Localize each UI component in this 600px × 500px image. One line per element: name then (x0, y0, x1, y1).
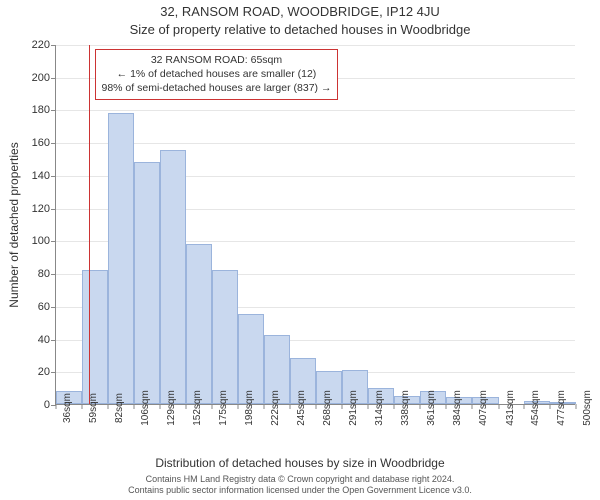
annotation-line-1: 32 RANSOM ROAD: 65sqm (102, 53, 332, 67)
y-tick-mark (51, 241, 56, 242)
x-tick-label: 407sqm (472, 390, 489, 426)
histogram-bar (160, 150, 186, 404)
y-tick-label: 120 (32, 203, 50, 215)
y-tick-mark (51, 143, 56, 144)
x-axis-label: Distribution of detached houses by size … (0, 456, 600, 470)
y-tick-label: 0 (44, 399, 50, 411)
y-tick-mark (51, 307, 56, 308)
copyright-line-1: Contains HM Land Registry data © Crown c… (0, 474, 600, 485)
x-tick-label: 222sqm (264, 390, 281, 426)
y-tick-label: 200 (32, 72, 50, 84)
copyright-line-2: Contains public sector information licen… (0, 485, 600, 496)
x-tick-label: 82sqm (108, 393, 125, 423)
y-tick-mark (51, 176, 56, 177)
y-tick-label: 40 (38, 334, 50, 346)
figure-container: 32, RANSOM ROAD, WOODBRIDGE, IP12 4JU Si… (0, 0, 600, 500)
x-tick-label: 59sqm (82, 393, 99, 423)
gridline (56, 45, 575, 46)
plot-area: 02040608010012014016018020022036sqm59sqm… (55, 45, 575, 405)
x-tick-label: 129sqm (160, 390, 177, 426)
copyright-footer: Contains HM Land Registry data © Crown c… (0, 474, 600, 496)
histogram-bar (108, 113, 135, 404)
property-marker-line (89, 45, 90, 404)
x-tick-label: 338sqm (394, 390, 411, 426)
histogram-bar (212, 270, 238, 404)
x-tick-label: 291sqm (342, 390, 359, 426)
x-tick-label: 268sqm (316, 390, 333, 426)
x-tick-label: 106sqm (134, 390, 151, 426)
x-tick-label: 384sqm (446, 390, 463, 426)
x-tick-label: 152sqm (186, 390, 203, 426)
y-tick-mark (51, 372, 56, 373)
x-tick-label: 361sqm (420, 390, 437, 426)
y-axis-label: Number of detached properties (7, 142, 21, 307)
x-tick-label: 198sqm (238, 390, 255, 426)
y-tick-mark (51, 78, 56, 79)
annotation-line-3: 98% of semi-detached houses are larger (… (102, 81, 332, 95)
y-tick-mark (51, 110, 56, 111)
annotation-box: 32 RANSOM ROAD: 65sqm ← 1% of detached h… (95, 49, 339, 100)
y-tick-mark (51, 45, 56, 46)
x-tick-label: 431sqm (499, 390, 516, 426)
x-tick-label: 500sqm (576, 390, 593, 426)
y-tick-label: 80 (38, 268, 50, 280)
gridline (56, 110, 575, 111)
y-tick-mark (51, 340, 56, 341)
y-tick-mark (51, 274, 56, 275)
y-tick-label: 180 (32, 104, 50, 116)
x-tick-label: 314sqm (368, 390, 385, 426)
y-tick-label: 20 (38, 366, 50, 378)
y-tick-label: 100 (32, 235, 50, 247)
x-tick-label: 36sqm (56, 393, 73, 423)
x-tick-label: 245sqm (290, 390, 307, 426)
histogram-bar (134, 162, 160, 404)
histogram-bar (82, 270, 108, 404)
x-tick-label: 454sqm (524, 390, 541, 426)
histogram-bar (186, 244, 212, 404)
y-tick-label: 140 (32, 170, 50, 182)
y-tick-mark (51, 209, 56, 210)
x-tick-label: 477sqm (550, 390, 567, 426)
y-tick-label: 220 (32, 39, 50, 51)
y-tick-label: 60 (38, 301, 50, 313)
page-subtitle: Size of property relative to detached ho… (0, 22, 600, 37)
y-tick-label: 160 (32, 137, 50, 149)
page-title: 32, RANSOM ROAD, WOODBRIDGE, IP12 4JU (0, 4, 600, 19)
annotation-line-2: ← 1% of detached houses are smaller (12) (102, 67, 332, 81)
x-tick-label: 175sqm (212, 390, 229, 426)
